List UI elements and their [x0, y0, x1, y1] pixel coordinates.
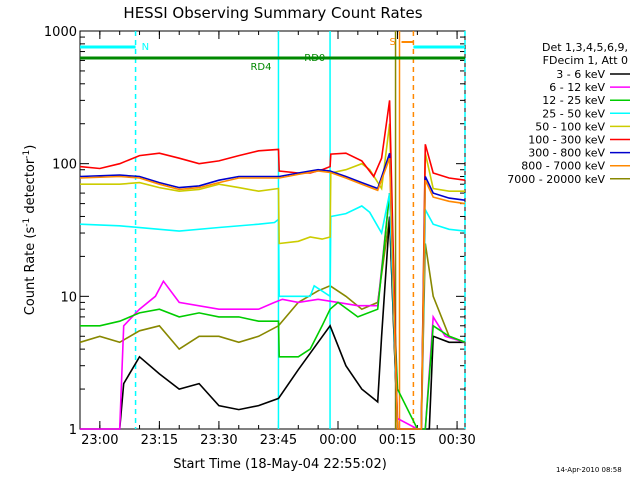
series-line-8	[79, 216, 466, 430]
legend-header-2: FDecim 1, Att 0	[543, 54, 628, 67]
y-axis-label-end: )	[23, 145, 38, 150]
x-tick-label-6: 00:30	[438, 433, 475, 448]
y-tick-label-0: 1	[69, 423, 77, 438]
series-lines	[79, 100, 466, 430]
y-axis-label-sup2: -1	[22, 150, 32, 159]
legend-label-0: 3 - 6 keV	[556, 68, 605, 81]
axis-ticks: 23:00 23:15 23:30 23:45 00:00 00:15 00:30 1 10 10…	[44, 25, 476, 448]
flag-label-2: RD4	[250, 62, 271, 73]
timestamp: 14-Apr-2010 08:58	[556, 466, 622, 474]
y-axis-label-mid: detector	[23, 158, 38, 218]
legend-label-7: 800 - 7000 keV	[521, 160, 605, 173]
legend-label-8: 7000 - 20000 keV	[507, 173, 605, 186]
legend-label-3: 25 - 50 keV	[542, 107, 605, 120]
x-axis-label: Start Time (18-May-04 22:55:02)	[173, 457, 387, 472]
x-tick-label-5: 00:15	[379, 433, 416, 448]
y-tick-label-3: 1000	[44, 25, 77, 40]
x-tick-label-3: 23:45	[260, 433, 297, 448]
legend-label-6: 300 - 800 keV	[528, 147, 605, 160]
x-tick-label-0: 23:00	[81, 433, 118, 448]
series-line-2	[80, 193, 466, 430]
flag-label-0: N	[142, 42, 149, 53]
series-line-5	[79, 100, 466, 430]
y-axis-label-sup1: -1	[22, 218, 32, 227]
y-tick-label-2: 100	[52, 158, 77, 173]
series-line-4	[80, 123, 465, 430]
legend-label-4: 50 - 100 keV	[535, 120, 605, 133]
series-line-7	[79, 157, 466, 430]
legend-label-2: 12 - 25 keV	[542, 94, 605, 107]
series-line-6	[79, 152, 466, 430]
legend-label-5: 100 - 300 keV	[528, 134, 605, 147]
legend-label-1: 6 - 12 keV	[549, 81, 605, 94]
state-flags: NRD0RD4S	[80, 37, 465, 73]
y-tick-label-1: 10	[60, 290, 77, 305]
legend-header-1: Det 1,3,4,5,6,9,	[542, 41, 628, 54]
chart-title: HESSI Observing Summary Count Rates	[123, 4, 422, 22]
series-line-1	[80, 193, 466, 430]
flag-label-3: S	[389, 37, 395, 48]
x-tick-label-4: 00:00	[319, 433, 356, 448]
series-line-0	[80, 216, 465, 430]
x-tick-label-1: 23:15	[141, 433, 178, 448]
plot-frame	[79, 30, 466, 430]
x-tick-label-2: 23:30	[200, 433, 237, 448]
y-axis-label-main: Count Rate (s	[23, 227, 38, 316]
legend: Det 1,3,4,5,6,9, FDecim 1, Att 0 3 - 6 k…	[507, 41, 630, 186]
y-axis-label: Count Rate (s-1 detector-1)	[22, 145, 38, 316]
